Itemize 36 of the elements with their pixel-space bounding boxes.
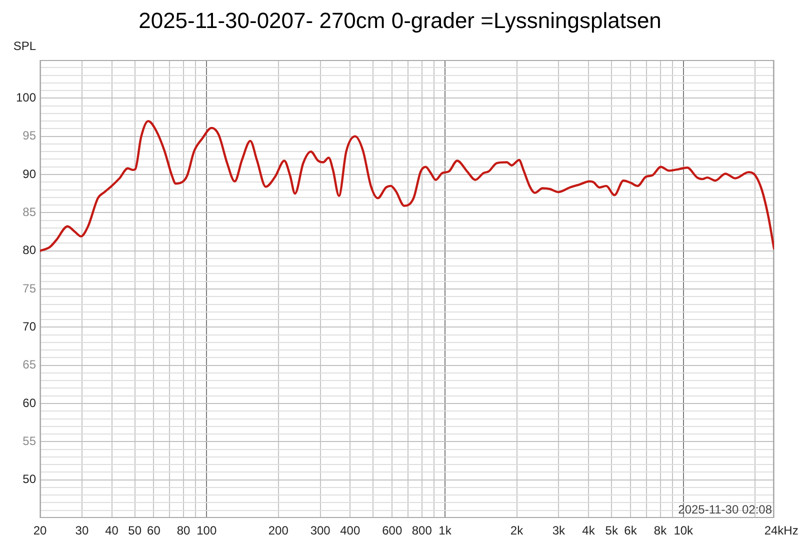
y-tick-label: 70 xyxy=(22,319,36,334)
x-tick-label: 800 xyxy=(412,524,432,538)
annotation: 2025-11-30 02:08 xyxy=(678,502,772,516)
x-tick-label: 20 xyxy=(33,524,47,538)
y-tick-label: 80 xyxy=(22,243,36,258)
x-tick-label: 40 xyxy=(105,524,119,538)
x-tick-label: 5k xyxy=(605,524,619,538)
x-tick-label: 6k xyxy=(624,524,638,538)
y-tick-label: 100 xyxy=(16,90,36,104)
chart-title: 2025-11-30-0207- 270cm 0-grader =Lyssningsplatsen xyxy=(138,8,662,34)
x-tick-label: 4k xyxy=(582,524,596,538)
x-tick-label: 3k xyxy=(552,524,566,538)
x-tick-label: 400 xyxy=(340,524,360,538)
x-tick-label: 200 xyxy=(268,524,289,538)
y-tick-label: 90 xyxy=(22,166,36,181)
x-tick-label: 30 xyxy=(75,524,89,538)
x-tick-label: 50 xyxy=(128,524,142,538)
x-tick-label: 24k xyxy=(764,524,785,538)
x-tick-label: 60 xyxy=(147,524,161,538)
x-tick-label: 80 xyxy=(176,524,191,538)
y-tick-label: 60 xyxy=(22,396,36,410)
y-tick-label: 75 xyxy=(22,281,36,296)
y-tick-label: 95 xyxy=(22,128,36,143)
x-tick-label: 1k xyxy=(438,524,452,538)
y-tick-label: 65 xyxy=(22,358,36,372)
x-tick-label: 8k xyxy=(654,524,668,538)
y-tick-label: 55 xyxy=(22,434,36,448)
x-tick-label: 300 xyxy=(310,524,331,538)
y-tick-label: 50 xyxy=(22,472,36,486)
x-tick-label: 2k xyxy=(510,524,524,538)
x-axis-title: Hz xyxy=(784,523,798,538)
y-axis-title: SPL xyxy=(13,39,36,53)
x-tick-label: 10k xyxy=(674,524,694,538)
x-tick-label: 600 xyxy=(382,524,402,538)
y-tick-label: 85 xyxy=(22,204,36,219)
x-tick-label: 100 xyxy=(196,524,217,538)
